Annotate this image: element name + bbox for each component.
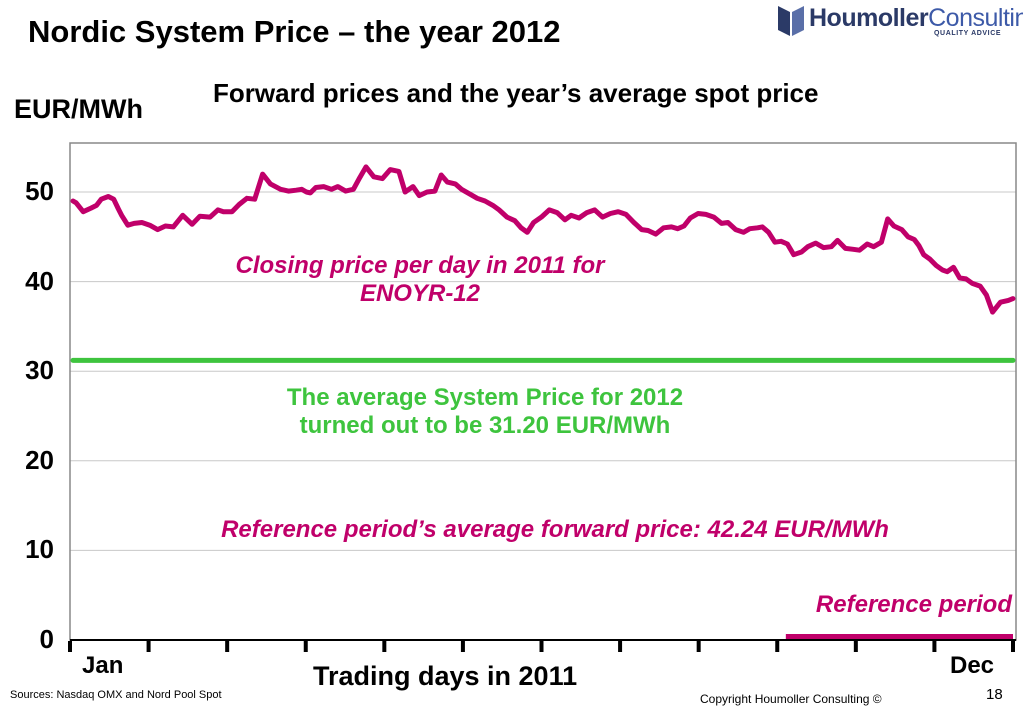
- x-tick-mark: [68, 641, 72, 652]
- x-tick-dec: Dec: [950, 652, 995, 679]
- y-tick-40: 40: [25, 265, 54, 296]
- y-tick-10: 10: [25, 534, 54, 565]
- page-title: Nordic System Price – the year 2012: [28, 14, 561, 49]
- x-tick-mark: [1011, 641, 1015, 652]
- x-tick-mark: [696, 641, 701, 652]
- logo-tagline: QUALITY ADVICE: [934, 30, 1002, 37]
- y-axis-label: EUR/MWh: [14, 94, 143, 124]
- average-annotation-line2: turned out to be 31.20 EUR/MWh: [299, 412, 671, 439]
- chart-gridlines: [70, 191, 1016, 551]
- y-tick-20: 20: [25, 444, 54, 475]
- reference-average-annotation: Reference period’s average forward price…: [221, 516, 889, 543]
- forward-price-series: [70, 164, 1016, 315]
- x-tick-mark: [932, 641, 937, 652]
- x-tick-mark: [146, 641, 151, 652]
- y-tick-0: 0: [39, 624, 54, 654]
- x-tick-mark: [303, 641, 308, 652]
- chart-subtitle: Forward prices and the year’s average sp…: [213, 78, 819, 108]
- x-axis: [68, 639, 1016, 652]
- copyright-note: Copyright Houmoller Consulting ©: [700, 692, 882, 706]
- x-tick-mark: [460, 641, 465, 652]
- x-tick-mark: [618, 641, 623, 652]
- closing-price-annotation-line2: ENOYR-12: [359, 280, 481, 307]
- closing-price-annotation: Closing price per day in 2011 for ENOYR-…: [160, 252, 680, 308]
- x-tick-mark: [382, 641, 387, 652]
- x-tick-jan: Jan: [82, 652, 124, 679]
- x-tick-mark: [775, 641, 780, 652]
- x-tick-mark: [225, 641, 230, 652]
- x-tick-mark: [853, 641, 858, 652]
- x-tick-mark: [539, 641, 544, 652]
- y-tick-30: 30: [25, 355, 54, 386]
- average-annotation-line1: The average System Price for 2012: [286, 384, 684, 411]
- average-price-annotation: The average System Price for 2012 turned…: [200, 384, 770, 440]
- page-number: 18: [986, 686, 1003, 703]
- y-tick-50: 50: [25, 176, 54, 206]
- x-axis-label: Trading days in 2011: [313, 661, 578, 691]
- forward-price-line: [70, 164, 1016, 315]
- reference-period-label: Reference period: [815, 591, 1012, 618]
- closing-price-annotation-line1: Closing price per day in 2011 for: [235, 252, 605, 279]
- sources-note: Sources: Nasdaq OMX and Nord Pool Spot: [10, 689, 222, 701]
- houmoller-logo-icon: [778, 6, 804, 36]
